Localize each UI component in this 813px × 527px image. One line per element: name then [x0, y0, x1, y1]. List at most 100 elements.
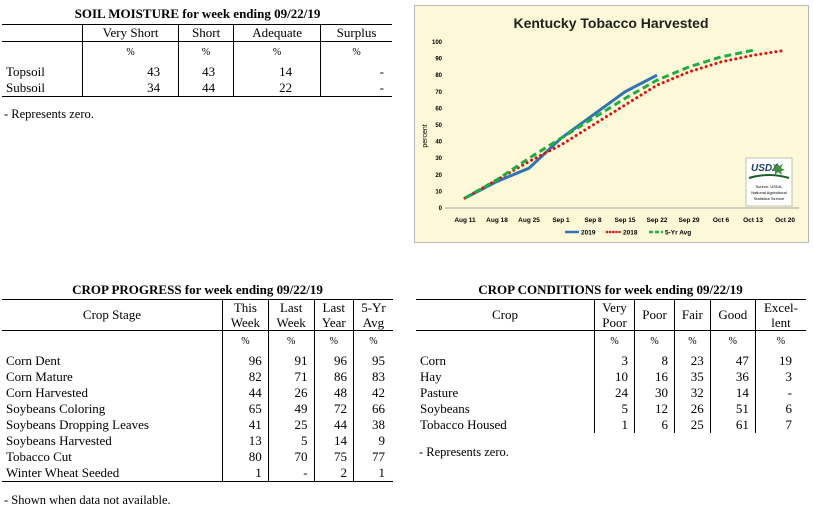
cell: 8 — [634, 352, 676, 369]
cell: 1 — [222, 464, 269, 481]
cell: 51 — [710, 400, 756, 417]
table-row: Soybeans Coloring 65 49 72 66 — [2, 400, 393, 417]
chart-series — [463, 48, 787, 200]
table-row: Winter Wheat Seeded 1-2 1 — [2, 464, 393, 481]
cell: 70 — [268, 448, 315, 465]
row-label: Tobacco Housed — [416, 416, 595, 433]
table-row: Soybeans Harvested 13 5 14 9 — [2, 432, 393, 449]
series-line-2018 — [463, 48, 787, 200]
progress-unit: % — [268, 330, 315, 353]
cell: 65 — [222, 400, 269, 417]
x-tick-label: Oct 6 — [713, 217, 730, 224]
table-row: Tobacco Housed 1 6 25 61 7 — [416, 416, 806, 433]
cond-unit: % — [776, 336, 786, 348]
usda-logo-mark — [771, 162, 785, 175]
series-line-5-yr-avg — [464, 48, 754, 200]
table-row: Corn Harvested 44 26 48 42 — [2, 384, 393, 401]
cell: - — [379, 63, 384, 79]
soil-header-surplus: Surplus — [336, 25, 377, 40]
cell: 10 — [594, 368, 636, 385]
soil-unit: % — [233, 41, 322, 64]
cond-unit: % — [634, 330, 676, 353]
cell: 66 — [372, 400, 385, 416]
cell: 83 — [372, 368, 385, 384]
y-tick-label: 10 — [435, 189, 442, 195]
x-tick-label: Oct 20 — [775, 217, 795, 224]
crop-conditions-title: CROP CONDITIONS for week ending 09/22/19 — [478, 282, 743, 297]
cell: 25 — [674, 416, 711, 433]
cell: 6 — [634, 416, 676, 433]
soil-header-short: Short — [178, 24, 235, 42]
cell: 6 — [785, 400, 793, 416]
cell: 1 — [594, 416, 636, 433]
cell: 44 — [314, 416, 354, 433]
row-label: Soybeans — [416, 400, 595, 417]
row-label: Corn Mature — [2, 368, 223, 385]
cell: 24 — [594, 384, 636, 401]
table-row: Pasture 24 30 32 14 - — [416, 384, 806, 401]
cell: 5 — [268, 432, 315, 449]
y-tick-label: 0 — [439, 206, 443, 212]
row-label: Winter Wheat Seeded — [2, 464, 223, 481]
cell: 26 — [674, 400, 711, 417]
table-row: Soybeans 5 12 26 51 6 — [416, 400, 806, 417]
cell: 13 — [222, 432, 269, 449]
x-tick-label: Aug 25 — [518, 217, 540, 224]
cond-header-very-poor: Very Poor — [594, 299, 636, 331]
cell: 14 — [710, 384, 756, 401]
cell: 34 — [82, 79, 180, 96]
cond-unit: % — [710, 330, 756, 353]
crop-header: Crop — [416, 299, 595, 331]
chart-legend: 2019 2018 5-Yr Avg — [565, 230, 691, 237]
soil-moisture-title: SOIL MOISTURE for week ending 09/22/19 — [74, 6, 321, 21]
cell: 49 — [268, 400, 315, 417]
row-label: Hay — [416, 368, 595, 385]
cell: 82 — [222, 368, 269, 385]
cell: 86 — [314, 368, 354, 385]
cell: 42 — [372, 384, 385, 400]
table-row: Tobacco Cut 80 70 75 77 — [2, 448, 393, 465]
usda-logo-text: USDA — [751, 163, 779, 174]
soil-unit: % — [82, 41, 180, 64]
cell: 5 — [594, 400, 636, 417]
soil-moisture-table: Very Short Short Adequate Surplus % % % … — [2, 24, 392, 97]
row-label: Tobacco Cut — [2, 448, 223, 465]
usda-logo: USDA Source: USDA, National Agricultural… — [745, 157, 793, 207]
y-tick-label: 60 — [435, 106, 442, 112]
cond-header-good: Good — [710, 299, 756, 331]
row-label: Corn — [416, 352, 595, 369]
cell: 26 — [268, 384, 315, 401]
cond-unit: % — [674, 330, 711, 353]
table-row: Corn 3 8 23 47 19 — [416, 352, 806, 369]
progress-header-last-year: Last Year — [314, 299, 354, 331]
cell: 43 — [82, 63, 180, 80]
cell: 25 — [268, 416, 315, 433]
y-tick-label: 70 — [435, 90, 442, 96]
cell: 96 — [314, 352, 354, 369]
progress-unit: % — [369, 336, 378, 348]
legend-label: 2019 — [581, 230, 596, 237]
crop-conditions-table: Crop Very Poor Poor Fair Good Excel-lent … — [416, 299, 806, 433]
crop-stage-header: Crop Stage — [2, 299, 223, 331]
row-label: Corn Dent — [2, 352, 223, 369]
soil-unit: % — [352, 47, 361, 59]
row-label: Soybeans Dropping Leaves — [2, 416, 223, 433]
y-tick-label: 90 — [435, 57, 442, 63]
x-tick-label: Oct 13 — [743, 217, 763, 224]
cell: 47 — [710, 352, 756, 369]
cell: - — [379, 79, 384, 95]
cell: 9 — [378, 432, 386, 448]
cond-header-excellent: Excel-lent — [763, 300, 798, 330]
source-line: Statistics Service — [754, 196, 785, 201]
y-tick-label: 30 — [435, 156, 442, 162]
soil-header-blank — [2, 24, 83, 42]
cell: 12 — [634, 400, 676, 417]
cell: 16 — [634, 368, 676, 385]
cell: 35 — [674, 368, 711, 385]
chart-y-ticks: 0 10 20 30 40 50 60 70 80 90 100 — [432, 40, 443, 212]
cell: 2 — [314, 464, 354, 481]
crop-progress-title: CROP PROGRESS for week ending 09/22/19 — [72, 282, 323, 297]
cond-header-fair: Fair — [674, 299, 711, 331]
cell: 44 — [222, 384, 269, 401]
legend-label: 2018 — [623, 230, 638, 237]
